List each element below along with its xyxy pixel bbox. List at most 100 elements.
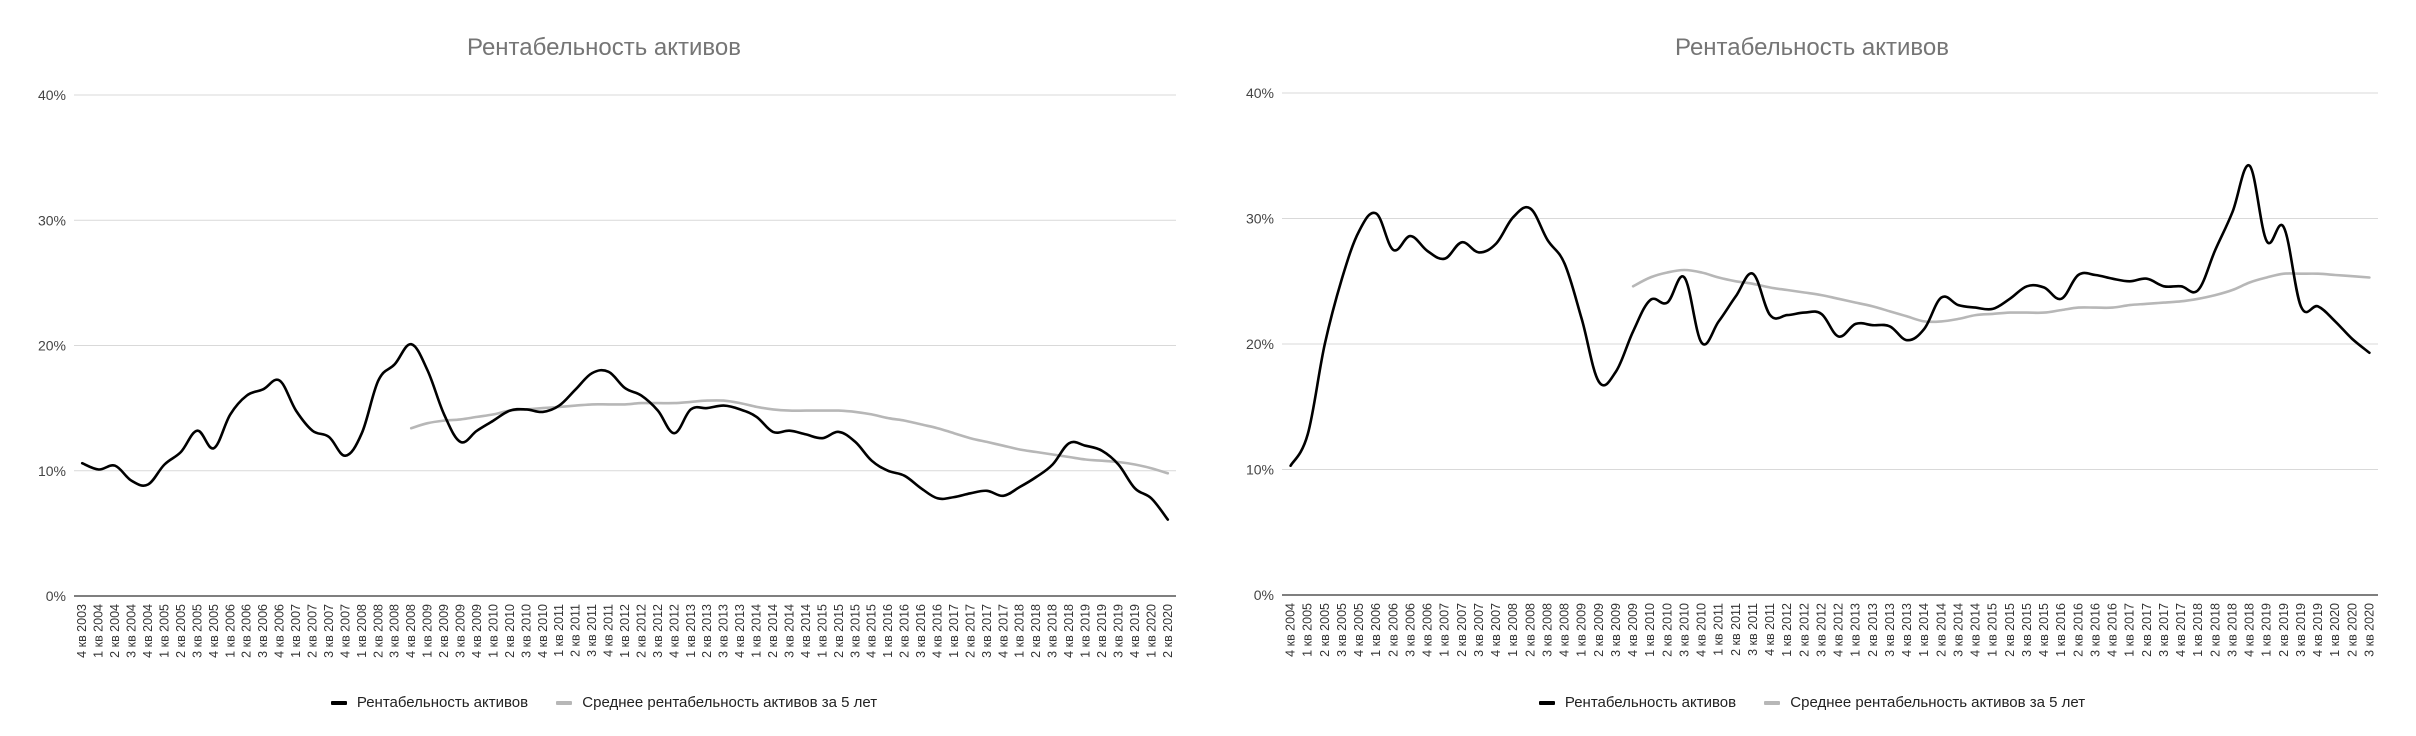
x-tick-label: 4 кв 2018 <box>1062 604 1076 658</box>
x-tick-label: 4 кв 2019 <box>2311 603 2325 657</box>
x-tick-label: 2 кв 2006 <box>1386 603 1400 657</box>
series-line-roa <box>1289 164 2371 467</box>
x-tick-label: 2 кв 2008 <box>371 604 385 658</box>
x-tick-label: 3 кв 2005 <box>1335 603 1349 657</box>
x-tick-label: 4 кв 2006 <box>1421 603 1435 657</box>
y-tick-label: 30% <box>1246 211 1274 227</box>
x-tick-label: 2 кв 2015 <box>832 604 846 658</box>
x-tick-label: 4 кв 2013 <box>1900 603 1914 657</box>
y-tick-label: 10% <box>1246 462 1274 478</box>
x-tick-label: 1 кв 2008 <box>355 604 369 658</box>
x-tick-label: 1 кв 2009 <box>1575 603 1589 657</box>
x-tick-label: 1 кв 2013 <box>684 604 698 658</box>
x-tick-label: 4 кв 2014 <box>799 604 813 658</box>
x-tick-label: 4 кв 2017 <box>2174 603 2188 657</box>
x-tick-label: 4 кв 2019 <box>1128 604 1142 658</box>
chart-legend: Рентабельность активов Среднее рентабель… <box>0 694 1208 711</box>
right-chart-panel: Рентабельность активов 0% 10% 20% 30% 40% 4 к… <box>1208 0 2416 736</box>
x-tick-label: 3 кв 2010 <box>519 604 533 658</box>
y-tick-label: 20% <box>38 338 66 354</box>
y-tick-label: 40% <box>1246 85 1274 101</box>
x-tick-label: 4 кв 2018 <box>2243 603 2257 657</box>
x-tick-label: 2 кв 2018 <box>1029 604 1043 658</box>
x-tick-label: 3 кв 2006 <box>1403 603 1417 657</box>
x-tick-label: 3 кв 2005 <box>190 604 204 658</box>
x-tick-label: 3 кв 2011 <box>585 604 599 657</box>
x-tick-label: 4 кв 2004 <box>1284 603 1298 657</box>
x-tick-label: 4 кв 2005 <box>1352 603 1366 657</box>
y-tick-label: 0% <box>1254 587 1274 603</box>
x-tick-label: 3 кв 2006 <box>256 604 270 658</box>
legend-label: Рентабельность активов <box>1564 694 1737 711</box>
legend-item-roa: Рентабельность активов <box>330 694 529 711</box>
y-tick-label: 30% <box>38 212 66 228</box>
x-tick-label: 2 кв 2017 <box>963 604 977 658</box>
x-tick-label: 1 кв 2005 <box>158 604 172 658</box>
x-tick-label: 4 кв 2011 <box>1763 603 1777 656</box>
x-tick-label: 2 кв 2020 <box>2345 603 2359 657</box>
y-tick-label: 40% <box>38 87 66 103</box>
x-tick-label: 2 кв 2007 <box>1455 603 1469 657</box>
x-tick-label: 1 кв 2011 <box>1712 603 1726 656</box>
x-tick-label: 2 кв 2011 <box>569 604 583 657</box>
legend-item-roa: Рентабельность активов <box>1538 694 1737 711</box>
x-tick-label: 2 кв 2019 <box>2277 603 2291 657</box>
x-tick-label: 4 кв 2004 <box>141 604 155 658</box>
x-tick-label: 1 кв 2009 <box>421 604 435 658</box>
x-tick-label: 3 кв 2014 <box>783 604 797 658</box>
x-tick-label: 1 кв 2017 <box>947 604 961 658</box>
x-tick-label: 2 кв 2019 <box>1095 604 1109 658</box>
x-tick-label: 1 кв 2018 <box>2191 603 2205 657</box>
series-line-5yr-average <box>1631 268 2371 324</box>
x-tick-label: 3 кв 2020 <box>2362 603 2376 657</box>
x-tick-label: 4 кв 2010 <box>1695 603 1709 657</box>
x-tick-label: 2 кв 2017 <box>2140 603 2154 657</box>
x-tick-label: 2 кв 2014 <box>766 604 780 658</box>
x-tick-label: 4 кв 2011 <box>602 604 616 657</box>
x-tick-label: 1 кв 2016 <box>2054 603 2068 657</box>
x-tick-label: 2 кв 2013 <box>700 604 714 658</box>
x-tick-label: 2 кв 2011 <box>1729 603 1743 656</box>
x-tick-label: 3 кв 2016 <box>914 604 928 658</box>
x-tick-label: 2 кв 2010 <box>503 604 517 658</box>
x-tick-label: 4 кв 2010 <box>536 604 550 658</box>
x-tick-label: 1 кв 2007 <box>289 604 303 658</box>
x-tick-label: 2 кв 2005 <box>1318 603 1332 657</box>
series-line-5yr-average <box>409 399 1170 475</box>
series-line-roa <box>80 342 1170 521</box>
x-tick-label: 3 кв 2014 <box>1951 603 1965 657</box>
legend-label: Среднее рентабельность активов за 5 лет <box>582 694 878 711</box>
legend-item-5yr-average: Среднее рентабельность активов за 5 лет <box>1764 694 2085 711</box>
x-tick-label: 4 кв 2014 <box>1969 603 1983 657</box>
x-tick-label: 1 кв 2016 <box>881 604 895 658</box>
x-tick-label: 1 кв 2014 <box>750 604 764 658</box>
x-tick-label: 2 кв 2015 <box>2003 603 2017 657</box>
x-tick-label: 1 кв 2006 <box>1369 603 1383 657</box>
line-chart: 0%10%20%30%40%4 кв 2004 1 кв 2005 2 кв 200… <box>1246 85 2378 657</box>
x-tick-label: 3 кв 2007 <box>322 604 336 658</box>
x-tick-label: 3 кв 2013 <box>717 604 731 658</box>
x-tick-label: 2 кв 2018 <box>2208 603 2222 657</box>
x-tick-label: 2 кв 2007 <box>306 604 320 658</box>
x-tick-label: 2 кв 2006 <box>240 604 254 658</box>
x-tick-label: 2 кв 2016 <box>898 604 912 658</box>
x-tick-label: 4 кв 2016 <box>931 604 945 658</box>
legend-label: Рентабельность активов <box>356 694 529 711</box>
x-tick-label: 4 кв 2007 <box>1489 603 1503 657</box>
x-tick-label: 3 кв 2018 <box>2225 603 2239 657</box>
x-tick-label: 1 кв 2007 <box>1438 603 1452 657</box>
x-tick-label: 1 кв 2013 <box>1849 603 1863 657</box>
x-tick-label: 4 кв 2005 <box>207 604 221 658</box>
x-tick-label: 4 кв 2008 <box>1558 603 1572 657</box>
chart-legend: Рентабельность активов Среднее рентабель… <box>1208 694 2416 711</box>
x-tick-label: 3 кв 2015 <box>848 604 862 658</box>
x-tick-label: 1 кв 2015 <box>1986 603 2000 657</box>
x-tick-label: 4 кв 2009 <box>1626 603 1640 657</box>
x-tick-label: 3 кв 2016 <box>2088 603 2102 657</box>
x-tick-label: 2 кв 2014 <box>1934 603 1948 657</box>
x-tick-label: 1 кв 2010 <box>486 604 500 658</box>
x-tick-label: 1 кв 2008 <box>1506 603 1520 657</box>
x-tick-label: 3 кв 2008 <box>388 604 402 658</box>
x-tick-label: 2 кв 2005 <box>174 604 188 658</box>
x-tick-label: 3 кв 2013 <box>1883 603 1897 657</box>
